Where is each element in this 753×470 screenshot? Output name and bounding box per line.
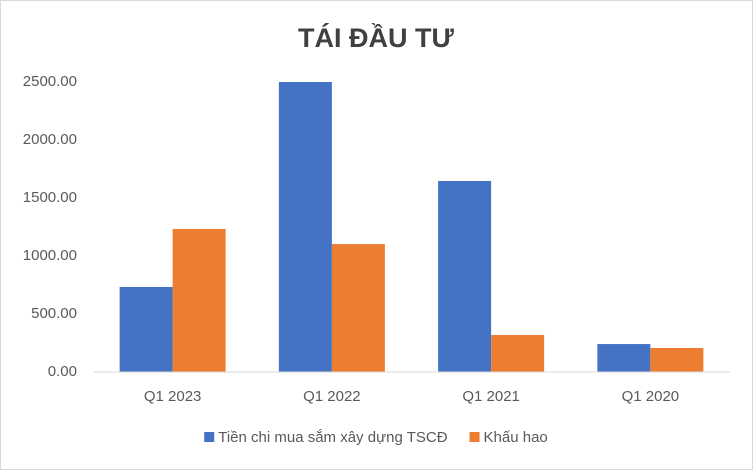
y-tick-label: 500.00 bbox=[31, 305, 77, 322]
bar bbox=[438, 180, 492, 372]
y-tick-label: 1000.00 bbox=[23, 247, 77, 264]
legend-swatch bbox=[204, 432, 215, 442]
bar bbox=[650, 347, 704, 372]
bar bbox=[172, 228, 226, 372]
legend-label: Tiền chi mua sắm xây dựng TSCĐ bbox=[218, 429, 447, 446]
x-tick-label: Q1 2022 bbox=[303, 388, 361, 405]
x-tick-label: Q1 2021 bbox=[462, 388, 520, 405]
legend-label: Khấu hao bbox=[484, 429, 548, 446]
x-tick-label: Q1 2023 bbox=[144, 388, 202, 405]
bar bbox=[597, 344, 651, 372]
y-tick-label: 1500.00 bbox=[23, 189, 77, 206]
x-tick-label: Q1 2020 bbox=[622, 388, 680, 405]
bar bbox=[278, 82, 332, 372]
legend-swatch bbox=[469, 432, 480, 442]
y-tick-label: 2500.00 bbox=[23, 73, 77, 90]
chart-title: TÁI ĐẦU TƯ bbox=[298, 22, 454, 53]
y-tick-label: 2000.00 bbox=[23, 131, 77, 148]
bar bbox=[331, 244, 385, 372]
y-tick-label: 0.00 bbox=[48, 363, 77, 380]
bar bbox=[491, 334, 545, 372]
bar bbox=[119, 286, 173, 372]
